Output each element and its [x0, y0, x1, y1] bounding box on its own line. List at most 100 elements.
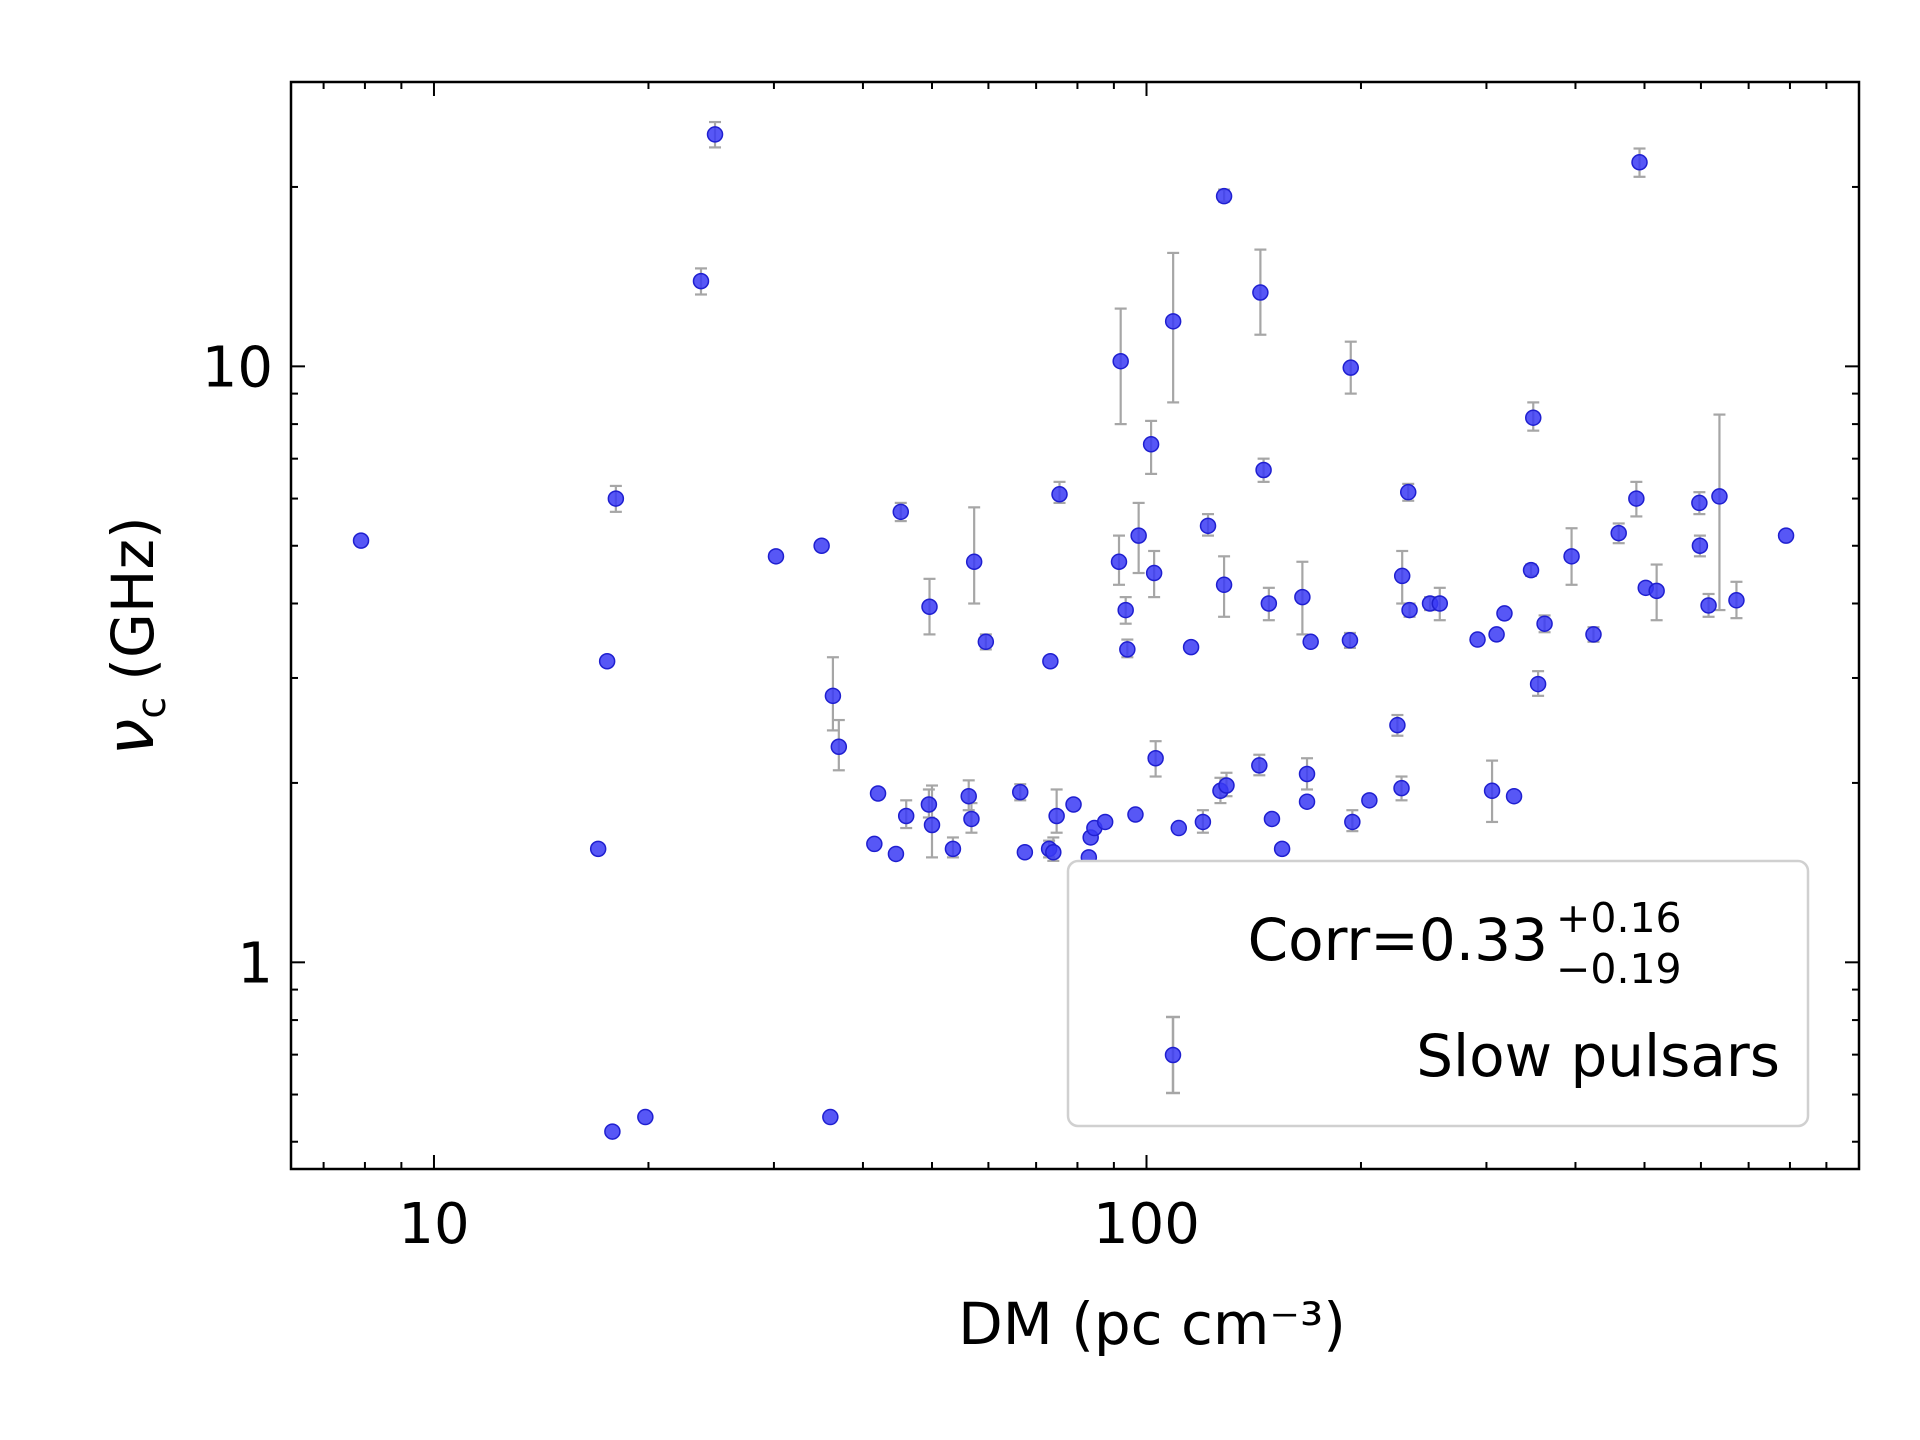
data-point [1145, 564, 1163, 582]
data-point [1691, 494, 1708, 512]
data-point [1110, 553, 1128, 571]
data-point [1648, 582, 1665, 600]
data-point [1298, 793, 1316, 810]
data-point [1389, 716, 1406, 734]
data-point [1341, 632, 1359, 649]
y-tick-labels: 1 10 [202, 335, 273, 996]
y-axis-label: νc (GHz) [92, 516, 175, 755]
legend-series-label: Slow pulsars [1416, 1022, 1780, 1090]
data-point [1728, 592, 1745, 609]
data-point [598, 653, 616, 670]
data-point [1016, 844, 1034, 861]
data-point [1119, 641, 1136, 658]
data-point [813, 537, 830, 555]
data-point [1051, 486, 1068, 503]
data-point [830, 738, 848, 755]
data-point [1164, 313, 1182, 330]
data-point [1170, 819, 1188, 837]
x-tick-label: 10 [398, 1192, 469, 1257]
data-point [1496, 605, 1513, 622]
data-point [1529, 675, 1547, 693]
y-tick-label: 1 [237, 931, 273, 996]
data-point [1431, 595, 1449, 612]
legend-corr-value: Corr=0.33 [1248, 906, 1548, 974]
data-point [1483, 782, 1501, 800]
data-point [824, 687, 842, 705]
data-point [1182, 638, 1200, 656]
y-axis-label-subscript: c [129, 697, 175, 719]
data-point [604, 1123, 621, 1140]
data-point [1251, 757, 1268, 774]
data-point [767, 548, 785, 565]
data-points [352, 126, 1795, 1140]
data-point [1401, 601, 1418, 619]
data-point [706, 126, 724, 143]
legend: Corr=0.33 +0.16 −0.19 Slow pulsars [1066, 859, 1810, 1128]
data-point [1585, 626, 1602, 643]
data-point [1393, 567, 1411, 585]
data-point [589, 840, 607, 858]
data-point [923, 816, 941, 834]
data-point [1302, 633, 1319, 651]
data-point [692, 272, 710, 290]
data-point [1691, 537, 1709, 555]
data-point [1536, 615, 1553, 632]
data-point [1260, 595, 1278, 612]
data-point [1298, 765, 1316, 783]
data-point [920, 796, 938, 813]
data-point [1117, 601, 1134, 619]
data-point [1199, 517, 1217, 535]
data-point [1393, 779, 1410, 797]
data-point [1263, 810, 1281, 828]
data-point [1700, 597, 1717, 614]
data-point [637, 1108, 654, 1126]
y-axis-label-symbol: ν [92, 719, 169, 756]
data-point [1563, 548, 1580, 565]
data-point [897, 807, 915, 825]
plot-frame [289, 80, 1861, 1171]
data-point [1215, 576, 1233, 594]
data-point [1522, 561, 1540, 579]
data-point [1011, 783, 1029, 801]
data-point [1255, 461, 1272, 479]
x-tick-labels: 10 100 [398, 1192, 1200, 1257]
data-point [1505, 787, 1523, 805]
legend-corr-plus: +0.16 [1556, 894, 1682, 942]
y-tick-label: 10 [202, 335, 273, 400]
data-point [965, 553, 983, 571]
data-point [1130, 527, 1147, 544]
y-axis-label-unit: (GHz) [99, 516, 167, 680]
data-point [1194, 813, 1212, 831]
data-point [1711, 488, 1728, 505]
data-point [1294, 588, 1311, 606]
data-point [1525, 409, 1542, 426]
data-point [963, 810, 980, 828]
data-point [1342, 359, 1360, 376]
x-axis-label: DM (pc cm⁻³) [958, 1290, 1346, 1358]
data-point [1215, 187, 1233, 205]
data-point [1488, 626, 1505, 643]
data-point [892, 503, 910, 521]
data-point [1096, 813, 1114, 831]
data-point [1218, 777, 1235, 794]
data-point [822, 1108, 839, 1126]
data-point [887, 845, 905, 863]
data-point [866, 835, 883, 853]
data-point [1112, 352, 1129, 370]
data-point [944, 840, 962, 858]
data-point [1610, 524, 1627, 542]
data-point [1361, 792, 1378, 809]
data-point [1252, 284, 1269, 301]
data-point [1142, 436, 1160, 453]
data-point [869, 785, 887, 802]
data-point [607, 490, 625, 507]
data-point [1469, 631, 1486, 648]
data-point [977, 633, 995, 651]
data-point [1399, 483, 1417, 501]
data-point [1045, 844, 1062, 861]
data-point [1777, 527, 1795, 544]
data-point [1628, 490, 1645, 507]
data-point [1127, 806, 1144, 823]
legend-box [1066, 859, 1810, 1128]
